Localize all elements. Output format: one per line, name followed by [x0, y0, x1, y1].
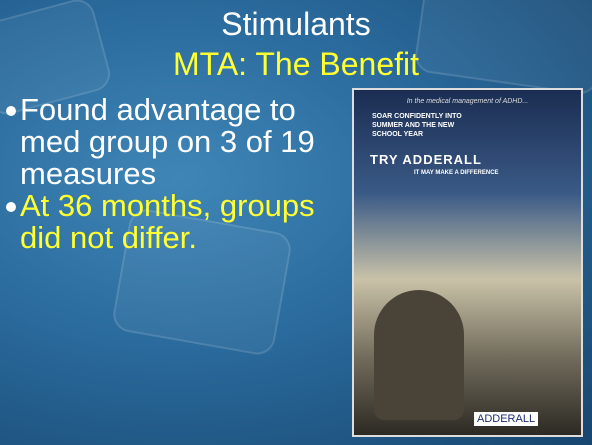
- slide-subtitle: MTA: The Benefit: [0, 46, 592, 83]
- bullet: At 36 months, groups did not differ.: [6, 190, 351, 254]
- ad-try: TRY ADDERALL: [370, 152, 482, 167]
- ad-image: In the medical management of ADHD... SOA…: [352, 88, 583, 437]
- ad-brand: ADDERALL: [474, 412, 538, 426]
- slide-title: Stimulants: [0, 6, 592, 43]
- ad-photo: [374, 290, 464, 420]
- bullet: Found advantage to med group on 3 of 19 …: [6, 94, 351, 190]
- slide: Stimulants MTA: The Benefit Found advant…: [0, 0, 592, 445]
- ad-intro: In the medical management of ADHD...: [354, 98, 581, 105]
- ad-tagline: IT MAY MAKE A DIFFERENCE: [414, 170, 499, 176]
- bullet-list: Found advantage to med group on 3 of 19 …: [6, 94, 351, 254]
- ad-headline: SOAR CONFIDENTLY INTO SUMMER AND THE NEW…: [372, 112, 482, 139]
